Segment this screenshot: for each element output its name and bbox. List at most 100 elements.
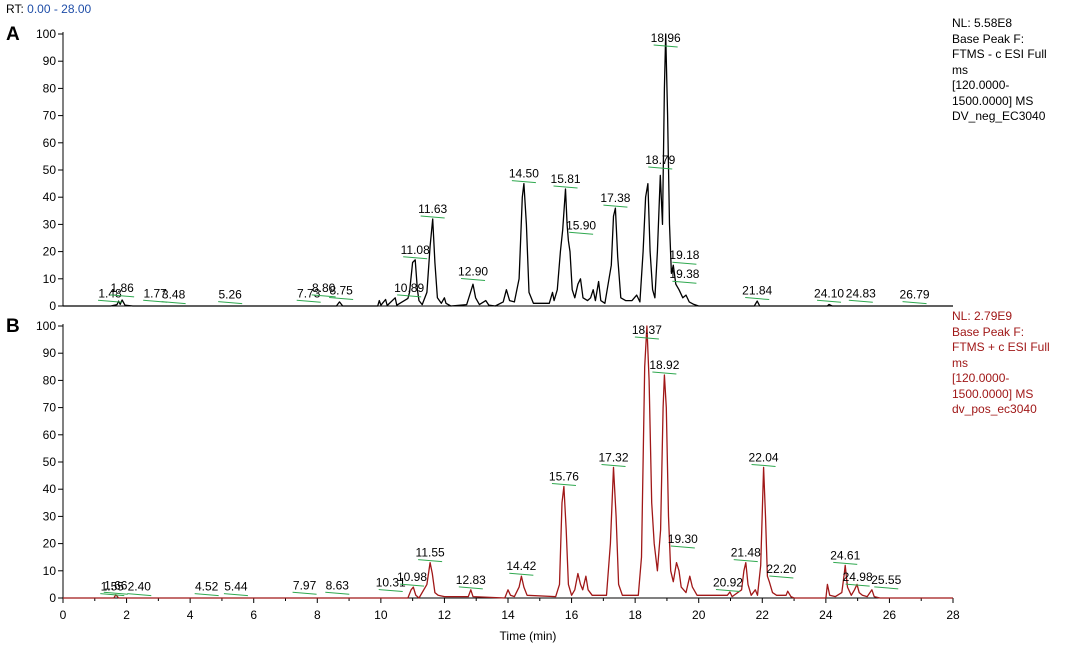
panel-b-x-tick-label: 24 — [819, 608, 833, 622]
panel-a-peak-label: 1.77 — [143, 286, 167, 300]
panel-b-peak-label: 19.30 — [668, 532, 698, 546]
panel-a-y-tick-label: 80 — [43, 81, 57, 95]
panel-a-info-line: NL: 5.58E8 — [952, 16, 1013, 30]
panel-b-peak-label: 12.83 — [456, 573, 486, 587]
panel-b-peak-marker — [670, 545, 695, 549]
panel-b-peak-label: 7.97 — [293, 578, 317, 592]
panel-b-x-tick-label: 0 — [60, 608, 67, 622]
panel-b-peak-marker — [652, 371, 677, 375]
panel-b-info-line: ms — [952, 355, 968, 370]
panel-b-peak-label: 22.20 — [766, 562, 796, 576]
panel-b-peak-marker — [845, 583, 870, 587]
panel-b-peak-marker — [551, 482, 576, 486]
panel-a-peak-marker — [816, 299, 842, 303]
panel-b-x-tick-label: 26 — [883, 608, 897, 622]
panel-a-peak-label: 12.90 — [458, 265, 488, 279]
panel-b-x-axis-title: Time (min) — [500, 629, 557, 643]
panel-b-y-tick-label: 80 — [43, 373, 57, 387]
panel-a-y-tick-label: 100 — [36, 27, 56, 41]
panel-a-peak-label: 10.89 — [394, 281, 424, 295]
panel-b-y-tick-label: 10 — [43, 564, 57, 578]
panel-a-peak-marker — [648, 166, 673, 170]
panel-b-peak-marker — [325, 591, 350, 595]
panel-b-peak-label: 5.44 — [224, 580, 248, 594]
panel-a-peak-marker — [902, 301, 927, 305]
panel-a-peak-marker — [296, 299, 321, 303]
panel-b-y-tick-label: 50 — [43, 455, 57, 469]
panel-a-info: NL: 5.58E8 Base Peak F: FTMS - c ESI Ful… — [952, 16, 1047, 125]
panel-b-peak-label: 18.92 — [649, 358, 679, 372]
panel-b-y-tick-label: 20 — [43, 537, 57, 551]
panel-a-peak-marker — [98, 299, 123, 303]
panel-a-peak-label: 17.38 — [600, 191, 630, 205]
panel-b-y-tick-label: 60 — [43, 428, 57, 442]
panel-a-peak-label: 1.48 — [98, 286, 122, 300]
panel-a-peak-marker — [569, 231, 594, 235]
panel-a-y-tick-label: 90 — [43, 54, 57, 68]
panel-a-info-line: FTMS - c ESI Full — [952, 47, 1047, 61]
panel-b-peak-marker — [458, 586, 483, 590]
panel-a-peak-label: 8.80 — [312, 281, 336, 295]
panel-a-peak-marker — [745, 297, 770, 301]
panel-b-peak-marker — [833, 561, 858, 565]
panel-b-info-line: 1500.0000] MS — [952, 386, 1034, 401]
panel-b-peak-label: 8.63 — [326, 578, 350, 592]
panel-a-peak-marker — [460, 278, 486, 282]
panel-a-info-line: [120.0000- — [952, 78, 1010, 92]
panel-b-info-line: FTMS + c ESI Full — [952, 340, 1050, 354]
panel-a-peak-marker — [218, 301, 243, 305]
panel-a-peak-marker — [603, 204, 628, 208]
panel-b-peak-label: 21.48 — [731, 546, 761, 560]
rt-prefix: RT: — [6, 2, 24, 16]
panel-b-peak-marker — [100, 593, 125, 597]
rt-range-value: 0.00 - 28.00 — [27, 2, 92, 16]
panel-a-peak-label: 21.84 — [742, 284, 772, 298]
panel-a-peak-label: 11.63 — [418, 202, 447, 216]
panel-b-peak-label: 4.52 — [195, 580, 219, 594]
panel-a-peak-label: 8.75 — [329, 284, 353, 298]
panel-b-peak-label: 1.66 — [104, 578, 128, 592]
panel-a-y-tick-label: 20 — [43, 245, 57, 259]
panel-a-info-line: 1500.0000] MS — [952, 93, 1034, 108]
panel-b-peak-marker — [874, 586, 899, 590]
panel-b-peak-label: 18.37 — [632, 323, 662, 337]
panel-b-peak-label: 1.55 — [101, 580, 125, 594]
panel-b-trace-line — [63, 325, 953, 599]
panel-b-letter: B — [6, 316, 20, 337]
panel-a-peak-label: 5.26 — [219, 288, 243, 302]
panel-b-x-tick-label: 4 — [187, 608, 194, 622]
panel-a-peak-marker — [553, 185, 578, 189]
panel-a-peak-marker — [653, 44, 678, 48]
panel-a-peak-marker — [161, 301, 186, 305]
panel-a-info-line: DV_neg_EC3040 — [952, 109, 1046, 123]
panel-a-peak-label: 14.50 — [509, 167, 539, 181]
panel-b-y-tick-label: 0 — [49, 591, 56, 605]
panel-b-info: NL: 2.79E9 Base Peak F: FTMS + c ESI Ful… — [952, 309, 1050, 418]
panel-b-peak-marker — [601, 463, 626, 467]
panel-a-peak-marker — [511, 180, 536, 184]
panel-a-y-tick-label: 50 — [43, 163, 57, 177]
panel-a-y-tick-label: 40 — [43, 190, 57, 204]
panel-b-info-line: NL: 2.79E9 — [952, 309, 1013, 323]
panel-b-peak-label: 20.92 — [713, 576, 743, 590]
panel-b-info-line: Base Peak F: — [952, 324, 1025, 339]
panel-b-peak-label: 11.55 — [416, 546, 445, 560]
panel-a-letter: A — [6, 24, 20, 45]
panel-a-peak-label: 3.48 — [162, 288, 186, 302]
panel-b-peak-label: 22.04 — [749, 450, 779, 464]
panel-b-x-tick-label: 2 — [123, 608, 130, 622]
panel-a-peak-label: 18.79 — [645, 153, 675, 167]
panel-b-peak-marker — [399, 583, 425, 587]
panel-b-peak-marker — [634, 336, 659, 340]
panel-b-peak-marker — [223, 593, 248, 597]
retention-time-range: RT: 0.00 - 28.00 — [6, 2, 91, 16]
panel-a-y-tick-label: 0 — [49, 299, 56, 313]
panel-b-peak-label: 24.61 — [830, 548, 860, 562]
panel-b-peak-marker — [769, 575, 794, 579]
panel-a-peak-label: 15.90 — [566, 218, 596, 232]
panel-a-y-tick-label: 70 — [43, 109, 57, 123]
panel-a-peak-marker — [397, 294, 422, 298]
panel-a-peak-label: 19.38 — [669, 267, 699, 281]
panel-a-info-line: ms — [952, 62, 968, 77]
